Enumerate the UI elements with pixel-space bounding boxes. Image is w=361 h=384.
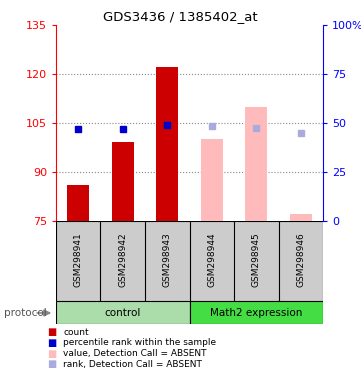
Text: rank, Detection Call = ABSENT: rank, Detection Call = ABSENT xyxy=(63,360,202,369)
Text: ■: ■ xyxy=(47,338,56,348)
Text: ■: ■ xyxy=(47,327,56,337)
Text: control: control xyxy=(105,308,141,318)
Bar xyxy=(190,301,323,324)
Text: value, Detection Call = ABSENT: value, Detection Call = ABSENT xyxy=(63,349,207,358)
Text: GSM298945: GSM298945 xyxy=(252,232,261,287)
Text: protocol: protocol xyxy=(4,308,46,318)
Bar xyxy=(201,139,223,221)
Bar xyxy=(67,185,90,221)
Bar xyxy=(245,107,268,221)
Text: Math2 expression: Math2 expression xyxy=(210,308,303,318)
Text: percentile rank within the sample: percentile rank within the sample xyxy=(63,338,216,348)
Bar xyxy=(290,214,312,221)
Bar xyxy=(156,68,178,221)
Bar xyxy=(56,301,190,324)
Bar xyxy=(112,142,134,221)
Text: GSM298944: GSM298944 xyxy=(207,232,216,287)
Text: GSM298946: GSM298946 xyxy=(296,232,305,287)
Text: ■: ■ xyxy=(47,349,56,359)
Text: GSM298942: GSM298942 xyxy=(118,232,127,287)
Text: ■: ■ xyxy=(47,359,56,369)
Text: count: count xyxy=(63,328,89,337)
Text: GDS3436 / 1385402_at: GDS3436 / 1385402_at xyxy=(103,10,258,23)
Text: GSM298941: GSM298941 xyxy=(74,232,83,287)
Text: GSM298943: GSM298943 xyxy=(163,232,172,287)
